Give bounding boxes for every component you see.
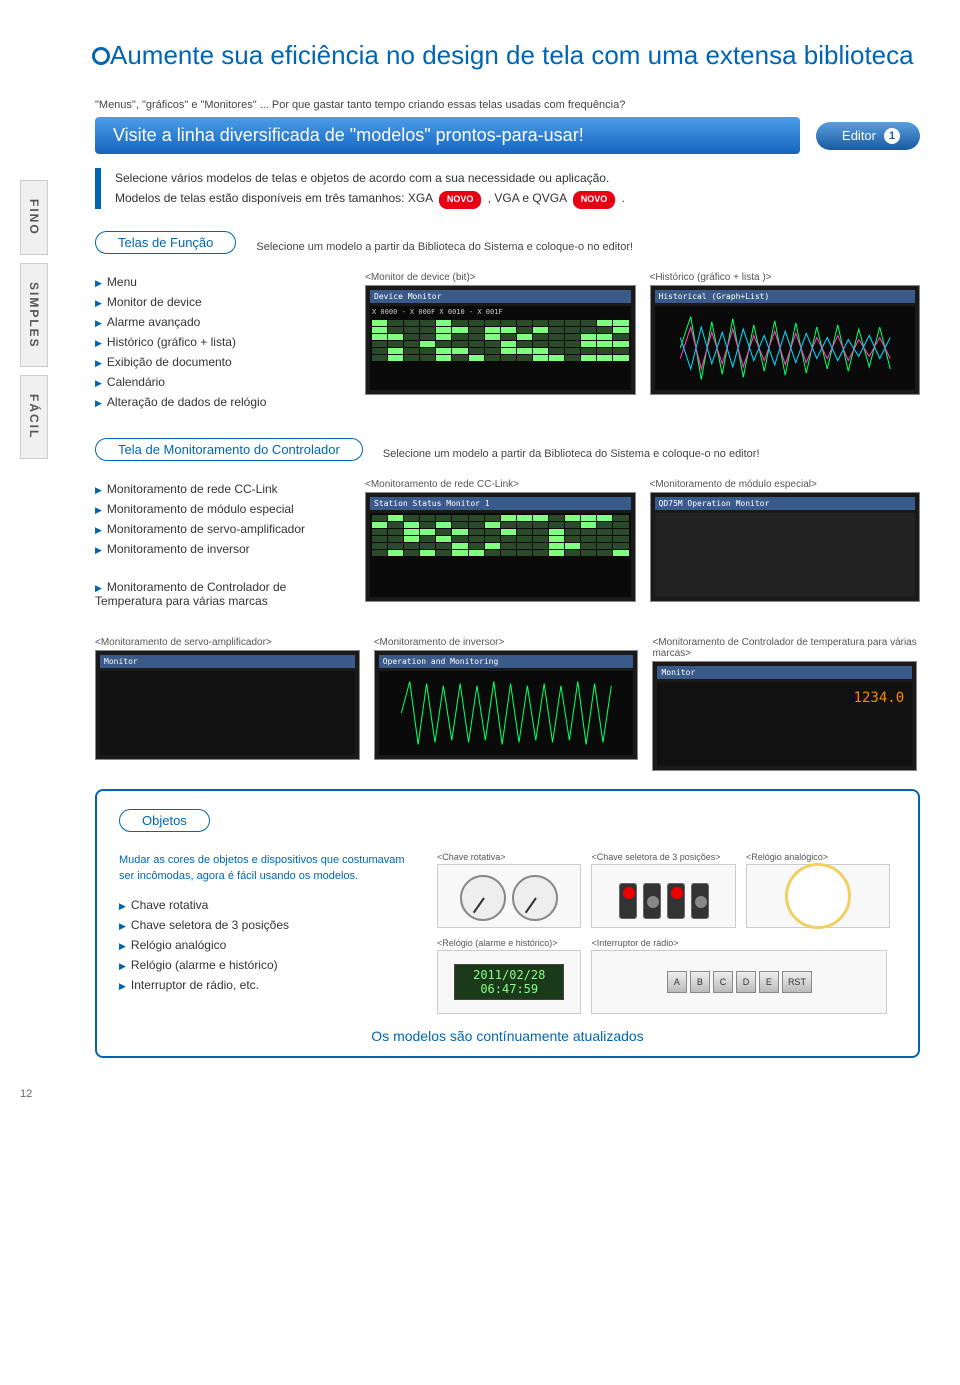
list-item: Calendário xyxy=(95,372,345,392)
thumb-label: <Monitoramento de servo-amplificador> xyxy=(95,637,360,648)
thumb-servo: <Monitoramento de servo-amplificador> Mo… xyxy=(95,637,360,771)
section-pill-funcao: Telas de Função xyxy=(95,231,236,254)
accent-suffix: . xyxy=(622,191,625,205)
thumb-label: <Monitoramento de rede CC-Link> xyxy=(365,479,636,490)
thumb-label: <Relógio analógico> xyxy=(746,852,890,862)
thumb-label: <Histórico (gráfico + lista )> xyxy=(650,272,921,283)
thumb-label: <Chave seletora de 3 posições> xyxy=(591,852,735,862)
accent-block: Selecione vários modelos de telas e obje… xyxy=(95,168,920,209)
list-item: Chave rotativa xyxy=(119,895,419,915)
thumb-sub: X 0000 - X 000F X 0010 - X 001F xyxy=(370,306,631,318)
funcao-list: Menu Monitor de device Alarme avançado H… xyxy=(95,272,345,412)
thumb-label: <Chave rotativa> xyxy=(437,852,581,862)
thumb-inverter: <Monitoramento de inversor> Operation an… xyxy=(374,637,639,771)
objects-intro: Mudar as cores de objetos e dispositivos… xyxy=(119,852,419,885)
radio-btn[interactable]: C xyxy=(713,971,733,993)
side-tabs: FINO SIMPLES FÁCIL xyxy=(20,180,54,467)
objetos-list: Chave rotativa Chave seletora de 3 posiç… xyxy=(119,895,419,995)
list-item: Interruptor de rádio, etc. xyxy=(119,975,419,995)
footer-note: Os modelos são contínuamente atualizados xyxy=(119,1028,896,1044)
banner: Visite a linha diversificada de "modelos… xyxy=(95,117,800,154)
editor-badge: Editor 1 xyxy=(816,122,920,150)
radio-btn[interactable]: E xyxy=(759,971,779,993)
intro-text: "Menus", "gráficos" e "Monitores" ... Po… xyxy=(95,99,920,111)
wave-chart xyxy=(655,306,916,390)
list-item: Monitoramento de módulo especial xyxy=(95,499,345,519)
list-item: Monitoramento de Controlador de Temperat… xyxy=(95,577,345,611)
thumb-header: Monitor xyxy=(657,666,912,679)
list-item: Monitoramento de inversor xyxy=(95,539,345,559)
list-item: Monitoramento de rede CC-Link xyxy=(95,479,345,499)
list-item: Relógio analógico xyxy=(119,935,419,955)
thumb-label: <Relógio (alarme e histórico)> xyxy=(437,938,581,948)
thumb-historical: <Histórico (gráfico + lista )> Historica… xyxy=(650,272,921,395)
list-item: Alarme avançado xyxy=(95,312,345,332)
accent-prefix: Modelos de telas estão disponíveis em tr… xyxy=(115,191,433,205)
bit-grid xyxy=(370,318,631,363)
novo-badge-2: NOVO xyxy=(573,191,616,208)
list-item: Alteração de dados de relógio xyxy=(95,392,345,412)
page-number: 12 xyxy=(20,1088,920,1100)
section-note-funcao: Selecione um modelo a partir da Bibliote… xyxy=(256,241,633,253)
thumb-label: <Monitoramento de Controlador de tempera… xyxy=(652,637,917,659)
radio-btn-rst[interactable]: RST xyxy=(782,971,812,993)
status-grid xyxy=(370,513,631,558)
obj-digiclock: <Relógio (alarme e histórico)> 2011/02/2… xyxy=(437,938,581,1014)
accent-line-1: Selecione vários modelos de telas e obje… xyxy=(115,168,920,188)
list-item: Chave seletora de 3 posições xyxy=(119,915,419,935)
page-title: Aumente sua eficiência no design de tela… xyxy=(110,40,920,71)
obj-toggle: <Chave seletora de 3 posições> xyxy=(591,852,735,928)
thumb-cclink: <Monitoramento de rede CC-Link> Station … xyxy=(365,479,636,602)
list-item: Menu xyxy=(95,272,345,292)
list-item: Monitor de device xyxy=(95,292,345,312)
thumb-label: <Monitor de device (bit)> xyxy=(365,272,636,283)
thumb-header: Station Status Monitor 1 xyxy=(370,497,631,510)
accent-mid: , VGA e QVGA xyxy=(488,191,567,205)
thumb-device-monitor: <Monitor de device (bit)> Device Monitor… xyxy=(365,272,636,395)
side-tab-facil: FÁCIL xyxy=(20,375,48,458)
thumb-header: Device Monitor xyxy=(370,290,631,303)
list-item: Monitoramento de servo-amplificador xyxy=(95,519,345,539)
radio-buttons: A B C D E RST xyxy=(663,961,816,1003)
section-pill-controlador: Tela de Monitoramento do Controlador xyxy=(95,438,363,461)
accent-line-2: Modelos de telas estão disponíveis em tr… xyxy=(115,188,920,208)
editor-number: 1 xyxy=(884,128,900,144)
list-item: Relógio (alarme e histórico) xyxy=(119,955,419,975)
section-pill-objetos: Objetos xyxy=(119,809,210,832)
controlador-list: Monitoramento de rede CC-Link Monitorame… xyxy=(95,479,345,559)
novo-badge-1: NOVO xyxy=(439,191,482,208)
editor-label: Editor xyxy=(842,128,876,143)
obj-radio: <Interruptor de rádio> A B C D E RST xyxy=(591,938,887,1014)
side-tab-fino: FINO xyxy=(20,180,48,255)
thumb-label: <Interruptor de rádio> xyxy=(591,938,887,948)
list-item: Exibição de documento xyxy=(95,352,345,372)
digital-clock-value: 2011/02/28 06:47:59 xyxy=(454,964,564,1000)
radio-btn[interactable]: D xyxy=(736,971,756,993)
side-tab-simples: SIMPLES xyxy=(20,263,48,368)
obj-rotary: <Chave rotativa> xyxy=(437,852,581,928)
thumb-header: Operation and Monitoring xyxy=(379,655,634,668)
thumb-header: Historical (Graph+List) xyxy=(655,290,916,303)
radio-btn[interactable]: A xyxy=(667,971,687,993)
wave-chart xyxy=(379,671,634,755)
list-item: Histórico (gráfico + lista) xyxy=(95,332,345,352)
thumb-label: <Monitoramento de inversor> xyxy=(374,637,639,648)
radio-btn[interactable]: B xyxy=(690,971,710,993)
thumb-header: Monitor xyxy=(100,655,355,668)
thumb-label: <Monitoramento de módulo especial> xyxy=(650,479,921,490)
thumb-header: QD75M Operation Monitor xyxy=(655,497,916,510)
thumb-special-module: <Monitoramento de módulo especial> QD75M… xyxy=(650,479,921,602)
controlador-list-2: Monitoramento de Controlador de Temperat… xyxy=(95,577,345,611)
thumb-temp-controller: <Monitoramento de Controlador de tempera… xyxy=(652,637,917,771)
obj-clock: <Relógio analógico> xyxy=(746,852,890,928)
section-note-controlador: Selecione um modelo a partir da Bibliote… xyxy=(383,448,760,460)
objects-section: Objetos Mudar as cores de objetos e disp… xyxy=(95,789,920,1058)
